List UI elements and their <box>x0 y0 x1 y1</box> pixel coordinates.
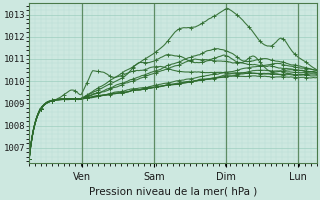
X-axis label: Pression niveau de la mer( hPa ): Pression niveau de la mer( hPa ) <box>89 187 257 197</box>
